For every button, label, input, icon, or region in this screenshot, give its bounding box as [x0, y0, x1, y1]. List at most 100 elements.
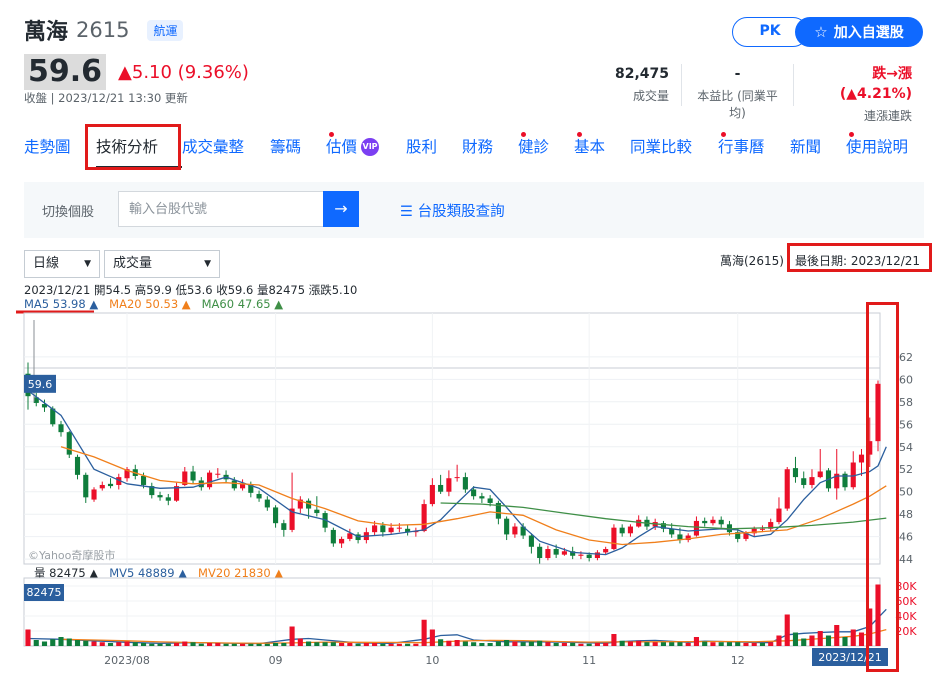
tab-financials[interactable]: 財務	[462, 128, 526, 168]
volume-bar	[594, 643, 600, 646]
candle-body	[875, 383, 881, 442]
volume-bar	[363, 643, 369, 646]
candle-body	[215, 473, 221, 475]
candle-body	[545, 549, 551, 559]
volume-bar	[198, 643, 204, 646]
volume-bar	[446, 640, 452, 646]
tab-news[interactable]: 新聞	[790, 128, 854, 168]
ma5-line	[27, 390, 887, 556]
volume-bar	[314, 642, 320, 646]
tab-peer-compare[interactable]: 同業比較	[630, 128, 726, 168]
candle-body	[429, 484, 435, 505]
x-tick-label: 09	[269, 654, 283, 667]
candle-body	[330, 529, 336, 544]
stock-code-input[interactable]	[118, 191, 324, 227]
indicator-select[interactable]: 成交量 ▼	[104, 250, 220, 278]
period-select[interactable]: 日線 ▼	[24, 250, 100, 278]
volume-bar	[495, 641, 501, 646]
candle-body	[586, 554, 592, 559]
candle-body	[206, 472, 213, 488]
candle-body	[454, 477, 460, 479]
candle-body	[817, 471, 823, 478]
volume-bar	[487, 643, 493, 646]
candle-body	[66, 432, 72, 455]
volume-bar	[107, 643, 114, 646]
candle-body	[611, 527, 617, 550]
volume-bar	[264, 643, 270, 646]
candle-body	[471, 489, 477, 497]
volume-bar	[528, 641, 534, 646]
candle-body	[231, 480, 237, 489]
mv5-legend: MV5 48889 ▲	[109, 566, 188, 580]
volume-bar	[685, 643, 691, 646]
candle-body	[165, 497, 171, 501]
stat-value: 跌→漲 (▲4.21%)	[839, 66, 912, 102]
price-tick-label: 52	[899, 463, 913, 476]
tab-trades[interactable]: 成交彙整	[182, 128, 270, 168]
candle-body	[297, 499, 303, 509]
candle-body	[380, 525, 386, 533]
volume-bar	[537, 640, 543, 646]
volume-bar	[273, 643, 279, 646]
stat-label: 本益比 (同業平均)	[697, 89, 778, 120]
tab-calendar[interactable]: 行事曆	[718, 128, 790, 168]
ma5-legend: MA5 53.98 ▲	[24, 297, 99, 311]
category-query-link[interactable]: ☰ 台股類股查詢	[400, 200, 505, 221]
tab-dividend[interactable]: 股利	[406, 128, 462, 168]
volume-bar	[256, 643, 262, 646]
candle-body	[50, 408, 56, 425]
vip-badge: VIP	[361, 138, 380, 156]
candle-body	[660, 523, 666, 529]
candle-body	[619, 527, 625, 534]
volume-bar	[421, 619, 427, 646]
tab-valuation[interactable]: 估價 VIP	[326, 128, 406, 168]
volume-bar	[801, 638, 807, 646]
candle-body	[702, 520, 708, 524]
volume-bar	[380, 643, 386, 646]
candle-body	[372, 525, 378, 533]
current-volume-tag-label: 82475	[27, 586, 62, 599]
volume-bar	[834, 625, 840, 646]
tab-label: 籌碼	[270, 138, 302, 156]
volume-tick-label: 80K	[895, 580, 917, 593]
arrow-right-icon[interactable]: →	[323, 191, 359, 227]
candle-body	[636, 519, 642, 527]
candle-body	[842, 473, 848, 488]
volume-bar	[520, 642, 526, 646]
volume-bar	[91, 641, 97, 646]
current-price-tag	[24, 374, 56, 393]
volume-bar	[718, 642, 724, 646]
add-watchlist-label: 加入自選股	[833, 25, 904, 41]
volume-bar	[652, 642, 658, 646]
volume-bar	[116, 642, 122, 646]
candle-body	[677, 534, 683, 541]
volume-bar	[41, 641, 48, 646]
candle-body	[759, 528, 766, 530]
tab-chips[interactable]: 籌碼	[270, 128, 334, 168]
volume-bar	[817, 631, 823, 646]
price-change: ▲5.10 (9.36%)	[118, 61, 249, 83]
candle-body	[405, 528, 411, 533]
candle-body	[553, 549, 559, 555]
add-watchlist-button[interactable]: ☆ 加入自選股	[795, 17, 923, 47]
chart-labels: 59.6 82475 2023/12/21	[24, 374, 888, 666]
mv20-legend: MV20 21830 ▲	[198, 566, 284, 580]
volume-bar	[726, 642, 733, 646]
tab-basic[interactable]: 基本	[574, 128, 630, 168]
volume-bar	[33, 640, 39, 646]
candle-body	[858, 454, 865, 463]
volume-bar	[322, 642, 328, 646]
tab-health[interactable]: 健診	[518, 128, 582, 168]
stat-label: 連漲連跌	[863, 109, 912, 123]
candle-body	[561, 551, 567, 555]
price-tick-label: 54	[899, 441, 913, 454]
candle-body	[735, 532, 741, 539]
candle-body	[685, 535, 691, 541]
ma60-line	[440, 502, 887, 530]
tab-help[interactable]: 使用說明	[846, 128, 916, 168]
industry-tag[interactable]: 航運	[147, 19, 184, 41]
yahoo-watermark: ©Yahoo奇摩股市	[28, 549, 116, 562]
tab-trend[interactable]: 走勢圖	[24, 128, 96, 168]
list-icon: ☰	[400, 204, 413, 220]
